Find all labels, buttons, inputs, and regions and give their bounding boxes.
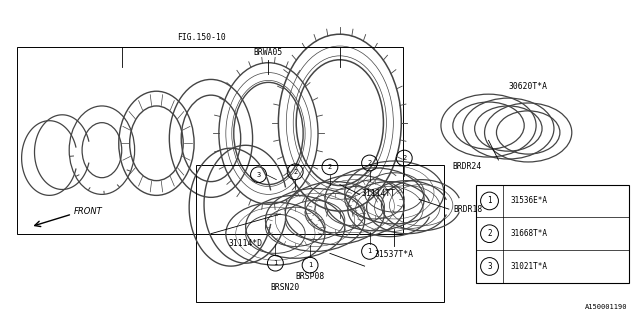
- Text: BRDR18: BRDR18: [454, 204, 483, 214]
- Text: 1: 1: [273, 260, 278, 266]
- Text: 30620T*A: 30620T*A: [509, 82, 548, 91]
- Text: 31114*D: 31114*D: [228, 239, 262, 248]
- Text: BRSN20: BRSN20: [271, 283, 300, 292]
- Bar: [17, 47, 403, 234]
- Text: FRONT: FRONT: [74, 207, 103, 216]
- Bar: [196, 165, 444, 302]
- Text: 2: 2: [367, 160, 372, 166]
- Text: 31114TT: 31114TT: [362, 189, 396, 198]
- Text: 2: 2: [328, 164, 332, 170]
- Bar: [476, 185, 629, 283]
- Text: 1: 1: [487, 196, 492, 205]
- Text: BRSP08: BRSP08: [296, 272, 324, 281]
- Text: FIG.150-10: FIG.150-10: [177, 33, 225, 42]
- Text: 31536E*A: 31536E*A: [510, 196, 547, 205]
- Text: BRWA05: BRWA05: [254, 48, 283, 57]
- Text: 31537T*A: 31537T*A: [375, 251, 414, 260]
- Text: 31668T*A: 31668T*A: [510, 229, 547, 238]
- Text: 2: 2: [402, 155, 406, 161]
- Text: A150001190: A150001190: [585, 304, 627, 310]
- Text: 3: 3: [257, 172, 260, 178]
- Text: 1: 1: [367, 248, 372, 254]
- Text: 31021T*A: 31021T*A: [510, 262, 547, 271]
- Text: 3: 3: [487, 262, 492, 271]
- Text: BRDR24: BRDR24: [452, 162, 481, 171]
- Text: 1: 1: [308, 262, 312, 268]
- Text: 2: 2: [487, 229, 492, 238]
- Text: 2: 2: [293, 169, 298, 175]
